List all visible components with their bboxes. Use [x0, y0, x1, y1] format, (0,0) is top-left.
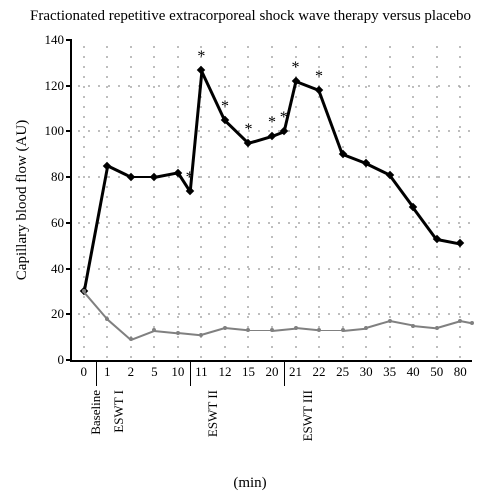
x-tick-label: 12 [218, 364, 231, 380]
series-placebo-segment [201, 327, 225, 335]
series-placebo-point [364, 326, 368, 330]
series-treatment-point [456, 239, 464, 247]
series-placebo-point [176, 331, 180, 335]
x-tick-label: 15 [242, 364, 255, 380]
x-tick-label: 40 [407, 364, 420, 380]
x-tick-label: 11 [195, 364, 208, 380]
series-placebo-point [270, 328, 274, 332]
series-placebo-point [223, 326, 227, 330]
series-treatment-segment [83, 165, 109, 291]
series-placebo-point [435, 326, 439, 330]
series-placebo-point [470, 321, 474, 325]
x-tick-label: 25 [336, 364, 349, 380]
series-placebo-segment [343, 327, 367, 331]
series-placebo-segment [436, 320, 460, 328]
y-tick-label: 80 [51, 169, 64, 185]
y-axis-label: Capillary blood flow (AU) [14, 120, 31, 280]
x-tick-label: 50 [430, 364, 443, 380]
significance-star: * [221, 98, 229, 116]
series-placebo-segment [389, 320, 413, 326]
x-tick-label: 22 [313, 364, 326, 380]
y-tick-label: 140 [45, 32, 65, 48]
series-treatment-point [127, 173, 135, 181]
significance-star: * [315, 68, 323, 86]
significance-star: * [280, 109, 288, 127]
series-placebo-segment [107, 318, 132, 340]
series-treatment-segment [318, 90, 344, 155]
series-placebo-point [105, 317, 109, 321]
series-placebo-segment [272, 327, 296, 331]
x-tick-label: 0 [81, 364, 88, 380]
series-placebo-segment [366, 320, 390, 328]
significance-star: * [197, 48, 205, 66]
y-tick-label: 60 [51, 215, 64, 231]
y-tick-label: 120 [45, 78, 65, 94]
series-placebo-segment [319, 330, 343, 332]
series-treatment-segment [412, 206, 438, 239]
series-placebo-point [129, 337, 133, 341]
y-tick-label: 40 [51, 261, 64, 277]
series-placebo-point [246, 328, 250, 332]
series-treatment-segment [389, 174, 415, 207]
phase-label: ESWT III [300, 390, 316, 441]
series-treatment-point [338, 150, 346, 158]
series-placebo-segment [225, 327, 249, 331]
x-tick-label: 35 [383, 364, 396, 380]
series-placebo-segment [83, 291, 108, 319]
significance-star: * [186, 169, 194, 187]
series-placebo-segment [413, 325, 437, 329]
x-tick-label: 1 [104, 364, 111, 380]
phase-label: ESWT I [111, 390, 127, 433]
x-axis-label: (min) [0, 475, 500, 492]
x-tick-label: 80 [454, 364, 467, 380]
x-tick-label: 21 [289, 364, 302, 380]
series-placebo-segment [131, 330, 155, 341]
x-tick-label: 30 [360, 364, 373, 380]
x-tick-label: 5 [151, 364, 158, 380]
plot-area: 0204060801001201400125101112152021222530… [70, 40, 472, 362]
x-tick-label: 20 [266, 364, 279, 380]
x-tick-label: 10 [171, 364, 184, 380]
series-placebo-point [411, 324, 415, 328]
y-tick-label: 100 [45, 123, 65, 139]
significance-star: * [292, 59, 300, 77]
significance-star: * [244, 121, 252, 139]
x-group-sep [284, 360, 285, 386]
x-group-sep [96, 360, 97, 386]
series-placebo-point [388, 319, 392, 323]
y-tick-label: 20 [51, 306, 64, 322]
series-treatment-point [280, 127, 288, 135]
series-placebo-point [294, 326, 298, 330]
phase-label: Baseline [88, 390, 104, 435]
series-placebo-segment [295, 327, 319, 331]
chart-title: Fractionated repetitive extracorporeal s… [30, 8, 490, 25]
series-placebo-segment [154, 330, 178, 334]
chart-container: Fractionated repetitive extracorporeal s… [0, 0, 500, 500]
series-placebo-point [152, 328, 156, 332]
series-placebo-segment [178, 332, 202, 336]
series-placebo-point [317, 328, 321, 332]
series-placebo-point [458, 319, 462, 323]
series-treatment-point [315, 86, 323, 94]
significance-star: * [268, 114, 276, 132]
series-placebo-point [341, 328, 345, 332]
x-group-sep [190, 360, 191, 386]
series-placebo-point [82, 289, 86, 293]
y-tick-label: 0 [58, 352, 65, 368]
x-tick-label: 2 [128, 364, 135, 380]
phase-label: ESWT II [205, 390, 221, 437]
series-placebo-segment [248, 330, 272, 332]
series-placebo-point [199, 333, 203, 337]
